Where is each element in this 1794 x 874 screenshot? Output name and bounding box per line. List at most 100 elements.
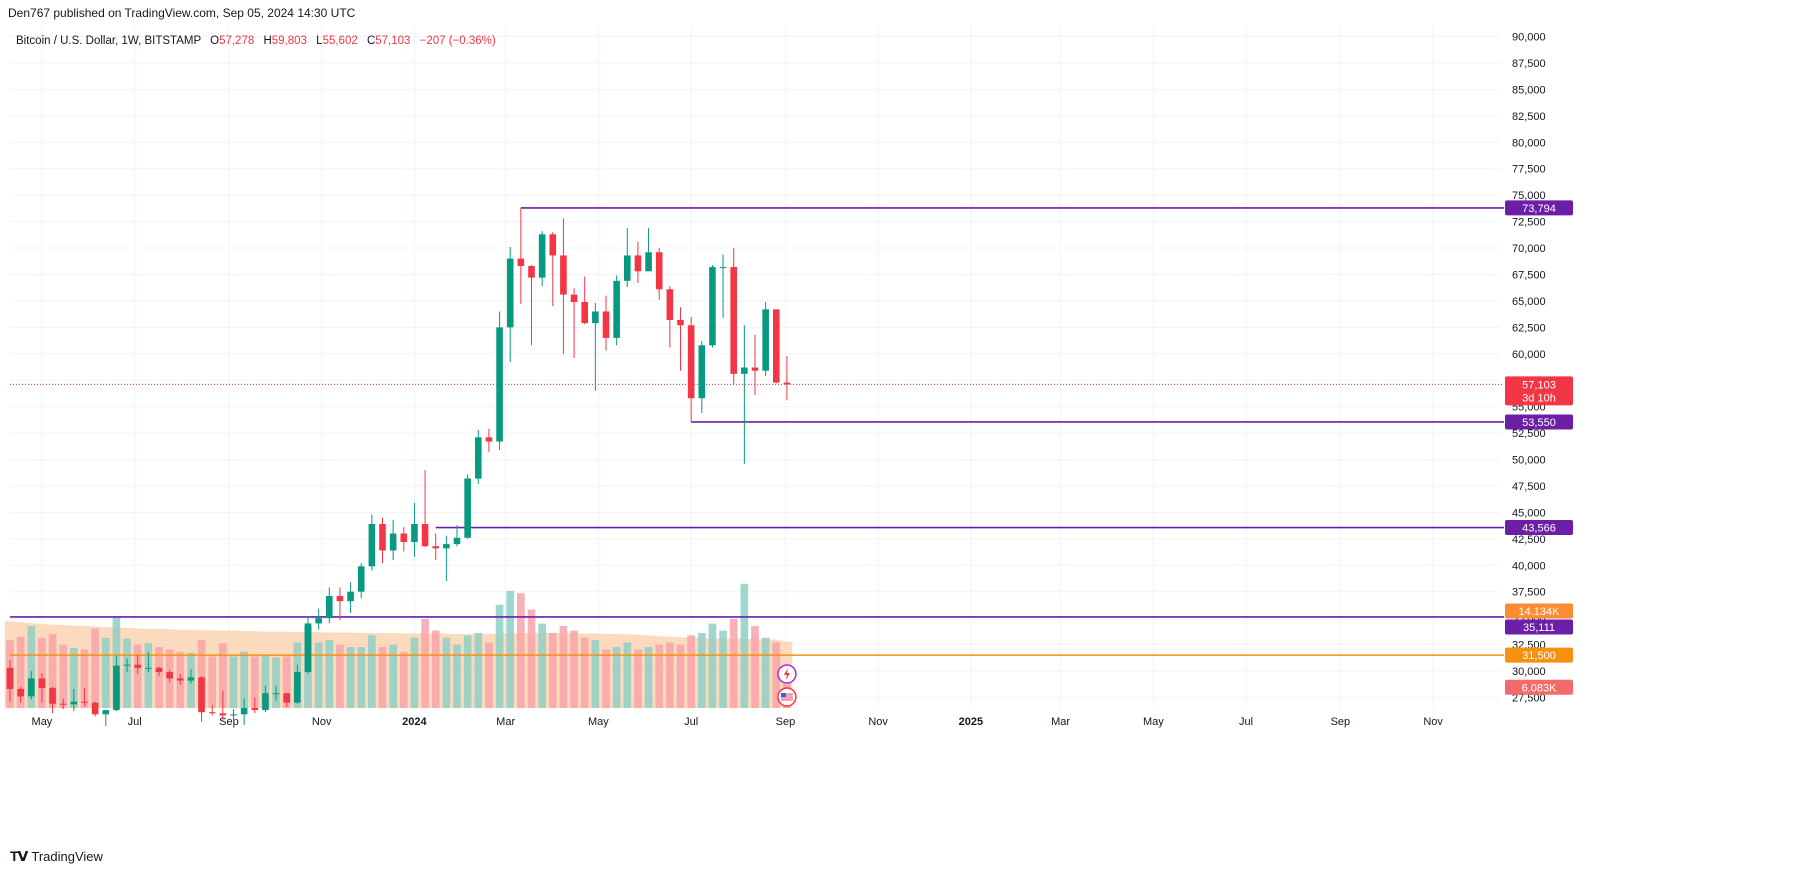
volume-bar xyxy=(644,647,653,708)
x-tick-label: 2024 xyxy=(402,716,427,728)
y-tick-label: 85,000 xyxy=(1512,84,1546,96)
y-tick-label: 70,000 xyxy=(1512,243,1546,255)
candle-body xyxy=(17,688,24,697)
last-price-label: 57,103 xyxy=(1522,379,1556,391)
candle-body xyxy=(464,478,471,538)
candle-body xyxy=(357,566,365,592)
candle-body xyxy=(272,693,280,695)
y-tick-label: 75,000 xyxy=(1512,190,1546,202)
volume-bar xyxy=(740,583,749,708)
candle-body xyxy=(570,294,578,302)
volume-bar xyxy=(336,644,344,708)
level-tag xyxy=(1505,520,1573,536)
volume-bar xyxy=(708,623,717,708)
candle-body xyxy=(6,667,14,689)
flag-glyph-icon xyxy=(780,693,793,701)
volume-bar xyxy=(229,656,238,708)
published-caption: Den767 published on TradingView.com, Sep… xyxy=(8,6,356,20)
x-tick-label: May xyxy=(32,716,53,728)
volume-bar xyxy=(208,656,217,708)
candle-body xyxy=(379,524,386,551)
volume-bar xyxy=(474,633,483,708)
candle-body xyxy=(70,701,78,705)
volume-bar xyxy=(431,630,440,708)
volume-bar xyxy=(485,642,493,708)
candle-body xyxy=(262,693,269,711)
candle-body xyxy=(623,255,631,281)
candle-body xyxy=(730,267,738,374)
volume-bar xyxy=(623,642,632,708)
x-tick-label: Jul xyxy=(128,716,142,728)
volume-bar xyxy=(421,618,429,708)
candle-body xyxy=(155,667,163,673)
symbol-legend[interactable]: Bitcoin / U.S. Dollar, 1W, BITSTAMP O57,… xyxy=(16,35,496,47)
volume-bar xyxy=(442,637,451,708)
lightning-glyph-icon xyxy=(783,668,790,680)
candle-body xyxy=(666,289,674,320)
footer-brand[interactable]: T𝗩 TradingView xyxy=(10,848,103,865)
y-tick-label: 77,500 xyxy=(1512,164,1546,176)
volume-bar xyxy=(687,635,695,708)
volume-bar xyxy=(48,633,57,708)
volume-bar xyxy=(538,623,546,708)
y-tick-label: 27,500 xyxy=(1512,692,1546,704)
candle-body xyxy=(294,672,301,703)
candle-body xyxy=(325,595,333,619)
y-tick-label: 30,000 xyxy=(1512,666,1546,678)
countdown-label: 3d 10h xyxy=(1522,392,1556,404)
volume-bar xyxy=(27,625,36,708)
volume-bar xyxy=(346,647,355,708)
candle-body xyxy=(315,618,322,624)
volume-bar xyxy=(453,644,461,708)
candle-body xyxy=(81,701,88,703)
candle-body xyxy=(741,367,748,374)
level-tag-label: 31,500 xyxy=(1522,650,1556,662)
x-tick-label: Sep xyxy=(1331,716,1351,728)
candle-body xyxy=(719,267,727,269)
y-tick-label: 87,500 xyxy=(1512,58,1546,70)
x-tick-label: 2025 xyxy=(959,716,983,728)
flag-canton-icon xyxy=(780,693,786,697)
volume-bar xyxy=(16,636,25,708)
candle-body xyxy=(123,664,131,666)
y-tick-label: 42,500 xyxy=(1512,534,1546,546)
volume-bar xyxy=(697,633,706,708)
candle-body xyxy=(113,665,120,711)
x-tick-label: Mar xyxy=(1051,716,1070,728)
x-tick-label: Nov xyxy=(312,716,332,728)
volume-bar xyxy=(410,637,419,708)
tradingview-logo-icon: T𝗩 xyxy=(10,848,28,864)
volume-bar xyxy=(580,637,589,708)
legend-close-label: C xyxy=(366,35,376,47)
volume-bar xyxy=(612,647,621,708)
candle-body xyxy=(400,533,408,542)
candle-body xyxy=(496,327,503,442)
chart-frame[interactable]: 90,000 87,500 85,000 82,500 80,000 77,500 75,0… xyxy=(0,26,1794,844)
x-tick-label: Mar xyxy=(496,716,515,728)
candle-body xyxy=(336,595,344,602)
level-tag xyxy=(1505,647,1573,663)
volume-bar xyxy=(463,635,472,708)
candle-body xyxy=(219,713,227,716)
y-tick-label: 37,500 xyxy=(1512,587,1546,599)
volume-bar xyxy=(729,618,738,708)
x-tick-label: May xyxy=(1143,716,1164,728)
x-tick-label: May xyxy=(588,716,609,728)
volume-bar xyxy=(101,637,110,708)
candle-body xyxy=(549,234,557,256)
volume-bar xyxy=(527,609,536,708)
candle-body xyxy=(751,367,759,371)
legend-change: −207 (−0.36%) xyxy=(419,35,496,47)
legend-low-label: L xyxy=(316,35,323,47)
volume-bar xyxy=(591,640,600,708)
candle-body xyxy=(187,677,195,681)
y-tick-label: 60,000 xyxy=(1512,349,1546,361)
chart-canvas[interactable]: 90,000 87,500 85,000 82,500 80,000 77,500 75,0… xyxy=(0,26,1794,844)
candle-body xyxy=(581,301,589,324)
candle-body xyxy=(304,623,312,673)
volume-bar xyxy=(719,630,727,708)
candle-body xyxy=(506,258,514,328)
candle-body xyxy=(91,702,99,715)
candle-body xyxy=(411,524,418,542)
volume-bar xyxy=(197,640,206,708)
